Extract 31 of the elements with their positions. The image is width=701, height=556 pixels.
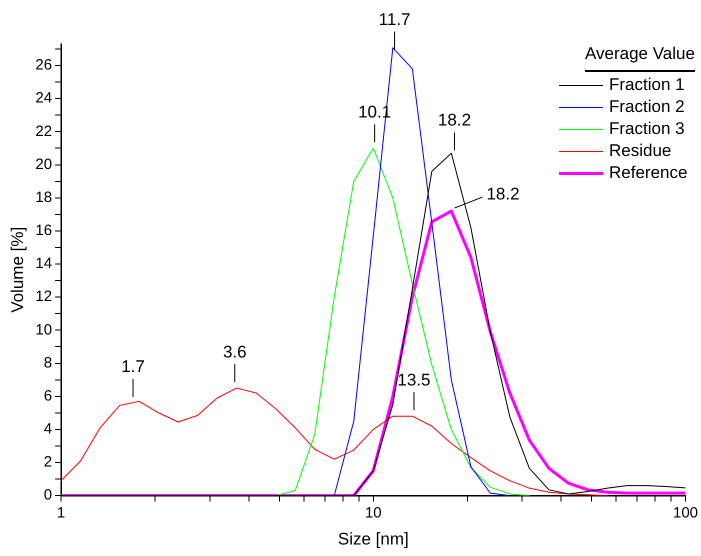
annotation: 13.5: [397, 370, 431, 390]
annotation: 18.2: [438, 110, 472, 130]
y-tick-label: 12: [35, 288, 52, 306]
y-tick-label: 6: [44, 387, 52, 404]
x-tick-label: 1: [56, 504, 66, 522]
y-tick-label: 2: [44, 454, 52, 471]
legend-label: Reference: [609, 163, 688, 183]
y-tick-label: 10: [35, 321, 52, 338]
legend-label: Fraction 3: [609, 119, 685, 139]
annotation: 3.6: [222, 342, 247, 362]
y-tick-label: 18: [35, 188, 52, 206]
legend-label: Fraction 2: [609, 97, 685, 117]
legend-title: Average Value: [584, 44, 695, 65]
legend-label: Residue: [609, 141, 672, 161]
y-tick-label: 4: [44, 420, 52, 438]
legend-label: Fraction 1: [609, 75, 685, 95]
y-axis-title: Volume [%]: [8, 226, 27, 313]
annotation: 11.7: [378, 10, 410, 29]
annotation: 18.2: [486, 184, 520, 204]
y-tick-label: 20: [35, 156, 52, 173]
y-tick-label: 14: [35, 255, 52, 272]
y-tick-label: 26: [35, 56, 52, 74]
x-tick-label: 10: [364, 504, 382, 522]
y-tick-label: 0: [44, 486, 52, 504]
y-tick-label: 22: [35, 122, 52, 140]
x-tick-label: 100: [672, 504, 698, 522]
annotation: 1.7: [121, 357, 145, 376]
x-axis-title: Size [nm]: [338, 529, 409, 548]
y-tick-label: 24: [35, 90, 52, 107]
y-tick-label: 8: [44, 354, 52, 372]
y-tick-label: 16: [35, 222, 52, 240]
